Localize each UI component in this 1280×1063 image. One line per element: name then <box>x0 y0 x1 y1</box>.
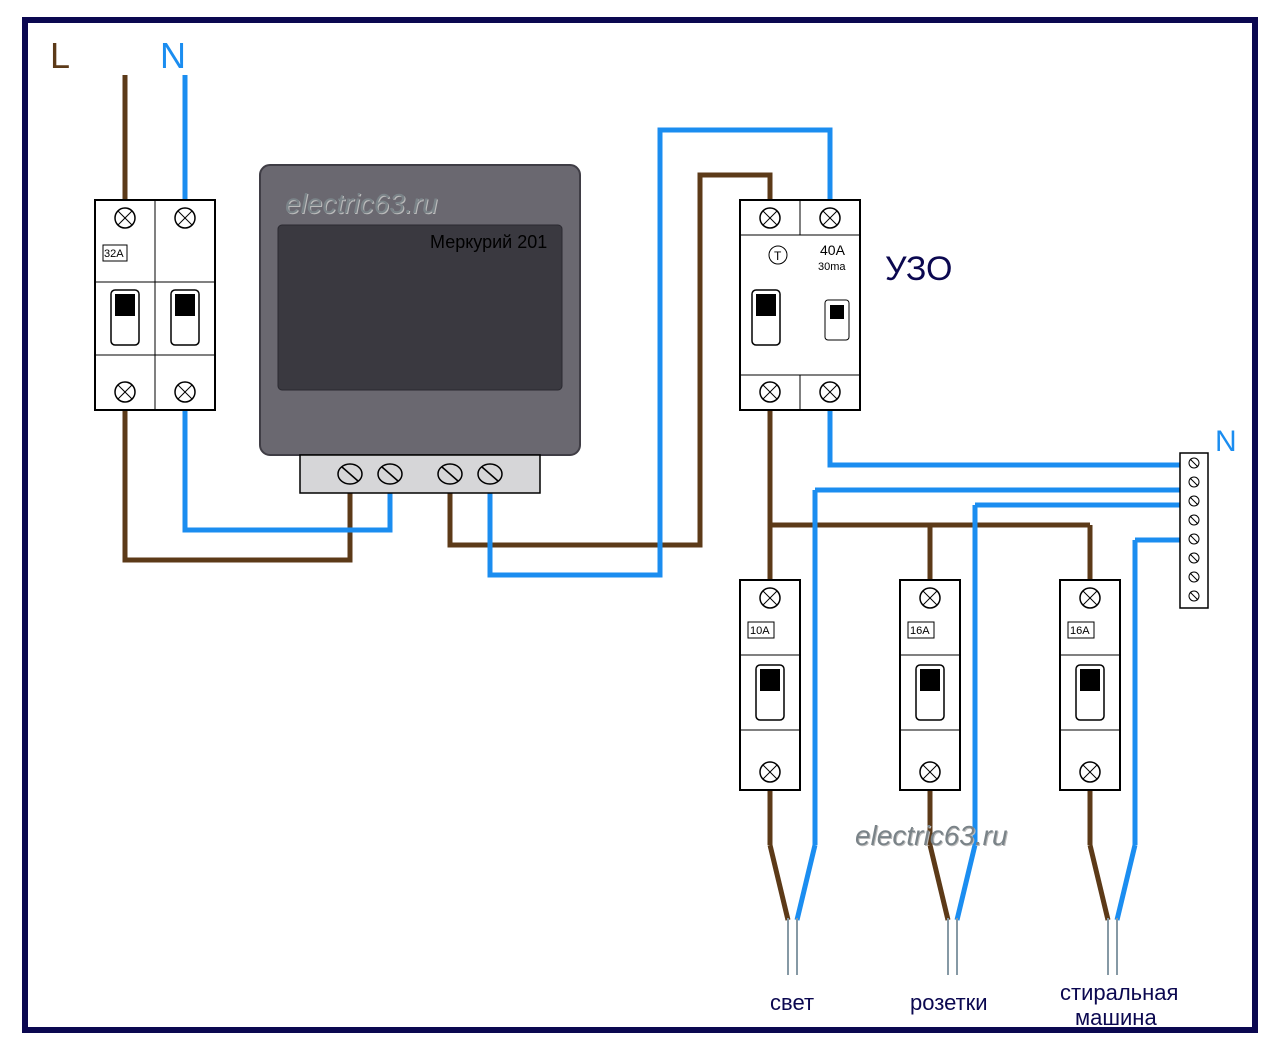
breaker-sockets: 16A <box>900 580 960 790</box>
label-out-light: свет <box>770 990 814 1016</box>
breaker-washer-rating: 16A <box>1070 625 1090 637</box>
breaker-light: 10A <box>740 580 800 790</box>
label-L: L <box>50 35 70 77</box>
watermark-top: electric63.ru <box>285 188 438 220</box>
rcd-rating-top: 40A <box>820 242 846 258</box>
breaker-washer: 16A <box>1060 580 1120 790</box>
diagram-canvas: 32A Меркурий 201 T 40A 30ma <box>0 0 1280 1063</box>
main-breaker-rating: 32A <box>104 248 124 260</box>
rcd-device: T 40A 30ma <box>740 200 860 410</box>
wire-pair-2-N <box>957 845 975 920</box>
wire-pair-3-N <box>1117 845 1135 920</box>
wire-N-rcd-to-bus <box>830 410 1180 465</box>
neutral-bus <box>1180 453 1208 608</box>
label-N: N <box>160 35 186 77</box>
label-out-washer1: стиральная <box>1060 980 1178 1006</box>
watermark-bottom: electric63.ru <box>855 820 1008 852</box>
breaker-sockets-rating: 16A <box>910 625 930 637</box>
meter-model: Меркурий 201 <box>430 232 547 252</box>
wire-pair-1-L <box>770 845 788 920</box>
label-N-bus: N <box>1215 425 1237 459</box>
rcd-rating-bottom: 30ma <box>818 261 846 273</box>
main-breaker: 32A <box>95 200 215 410</box>
wire-pair-3-L <box>1090 845 1108 920</box>
label-out-washer2: машина <box>1075 1005 1157 1031</box>
breaker-light-rating: 10A <box>750 625 770 637</box>
label-uzo: УЗО <box>885 250 952 289</box>
wire-pair-2-L <box>930 845 948 920</box>
wire-pair-1-N <box>797 845 815 920</box>
svg-text:T: T <box>774 249 782 263</box>
label-out-sockets: розетки <box>910 990 988 1016</box>
